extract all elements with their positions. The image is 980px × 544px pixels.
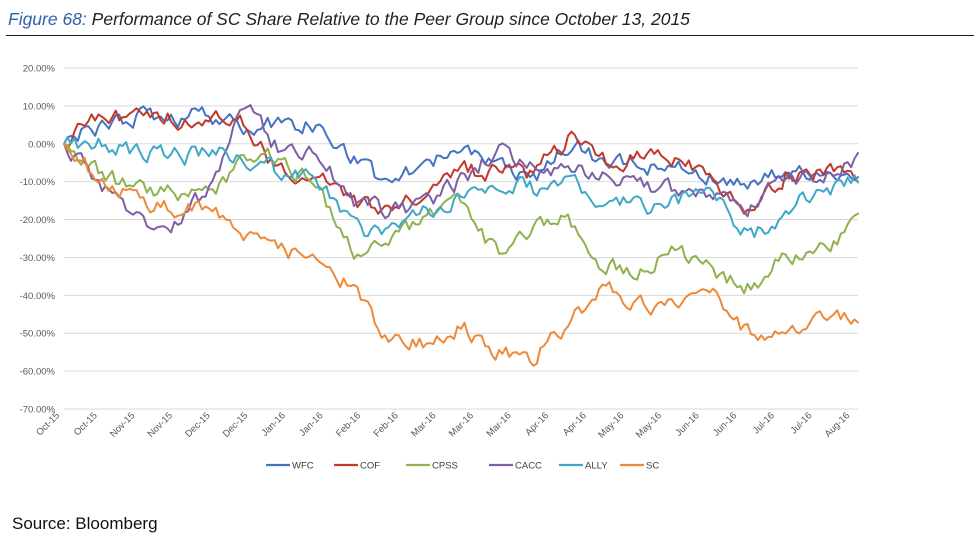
y-tick-label: -20.00% — [20, 215, 56, 226]
series-line-sc — [63, 142, 859, 367]
legend-label-cacc: CACC — [515, 461, 542, 472]
series-line-cacc — [63, 104, 859, 234]
y-tick-label: -70.00% — [20, 405, 56, 416]
legend: WFC COF CPSS CACC ALLY SC — [266, 461, 659, 472]
legend-label-cof: COF — [360, 461, 380, 472]
x-tick-label: Mar-16 — [484, 410, 513, 439]
series-line-cof — [63, 107, 859, 215]
figure-number: Figure 68: — [8, 9, 87, 29]
y-tick-label: -10.00% — [20, 177, 56, 188]
x-tick-label: Feb-16 — [334, 410, 363, 439]
legend-label-wfc: WFC — [292, 461, 314, 472]
legend-label-sc: SC — [646, 461, 659, 472]
legend-label-ally: ALLY — [585, 461, 608, 472]
x-tick-label: Dec-15 — [221, 410, 250, 439]
x-tick-label: Mar-16 — [447, 410, 476, 439]
x-tick-label: Apr-16 — [523, 410, 551, 438]
title-divider — [6, 35, 974, 36]
y-tick-label: 10.00% — [23, 101, 56, 112]
figure-title-text: Performance of SC Share Relative to the … — [91, 9, 690, 29]
x-tick-label: Oct-15 — [72, 410, 100, 438]
y-tick-label: -60.00% — [20, 367, 56, 378]
y-tick-label: -30.00% — [20, 253, 56, 264]
x-tick-label: Dec-15 — [183, 410, 212, 439]
x-tick-label: Jan-16 — [297, 410, 325, 438]
gridlines — [64, 67, 858, 410]
series-line-cpss — [63, 142, 859, 295]
figure-title: Figure 68: Performance of SC Share Relat… — [8, 9, 690, 30]
x-tick-label: Nov-15 — [146, 410, 175, 439]
x-tick-label: Feb-16 — [372, 410, 401, 439]
y-tick-label: 20.00% — [23, 64, 56, 75]
x-tick-label: Jun-16 — [673, 410, 701, 438]
x-tick-label: Jul-16 — [751, 410, 777, 436]
x-axis-ticks: Oct-15 Oct-15 Nov-15 Nov-15 Dec-15 Dec-15 Jan-… — [34, 410, 852, 440]
x-tick-label: May-16 — [634, 410, 664, 440]
x-tick-label: Apr-16 — [561, 410, 589, 438]
source-note: Source: Bloomberg — [12, 514, 158, 533]
x-tick-label: Jan-16 — [260, 410, 288, 438]
legend-label-cpss: CPSS — [432, 461, 458, 472]
x-tick-label: Aug-16 — [823, 410, 852, 439]
y-tick-label: -50.00% — [20, 329, 56, 340]
series-line-ally — [63, 136, 859, 239]
series-lines — [63, 104, 859, 367]
x-tick-label: May-16 — [596, 410, 626, 440]
x-tick-label: Nov-15 — [108, 410, 137, 439]
y-axis-ticks: 20.00% 10.00% 0.00% -10.00% -20.00% -30.00% -4… — [20, 64, 56, 416]
line-chart: 20.00% 10.00% 0.00% -10.00% -20.00% -30.00% -4… — [20, 64, 859, 472]
x-tick-label: Mar-16 — [409, 410, 438, 439]
y-tick-label: -40.00% — [20, 291, 56, 302]
y-tick-label: 0.00% — [28, 139, 55, 150]
x-tick-label: Jun-16 — [711, 410, 739, 438]
series-line-wfc — [63, 105, 859, 190]
x-tick-label: Jul-16 — [788, 410, 814, 436]
